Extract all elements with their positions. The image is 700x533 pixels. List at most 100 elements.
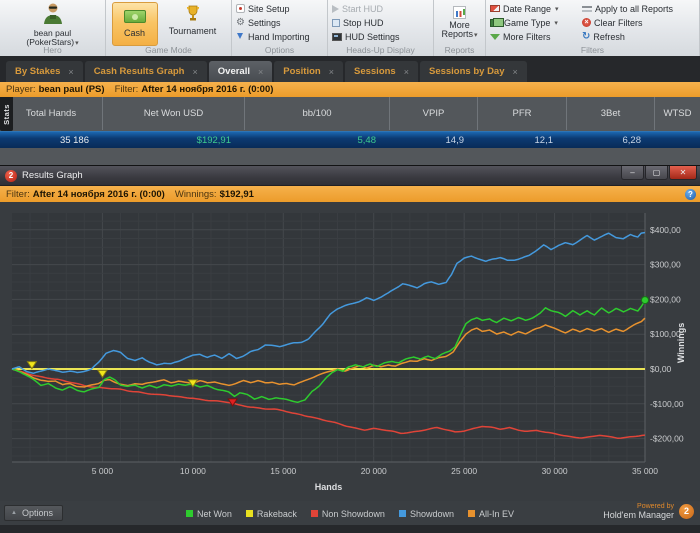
y-tick-label: -$100,00 <box>650 399 684 409</box>
stop-icon <box>332 19 340 27</box>
x-axis-title: Hands <box>315 482 343 492</box>
close-icon[interactable]: × <box>193 67 198 77</box>
column-header-pfr[interactable]: PFR <box>478 97 567 130</box>
start-hud-button[interactable]: Start HUD <box>330 2 431 15</box>
column-header-total-hands[interactable]: Total Hands <box>0 97 103 130</box>
legend-label: Rakeback <box>257 509 297 519</box>
winnings-label: Winnings: <box>175 189 217 200</box>
site-setup-button[interactable]: Site Setup <box>234 2 325 15</box>
hud-settings-button[interactable]: HUD Settings <box>330 30 431 43</box>
ribbon-group-reports: More Reports▾ Reports <box>434 0 486 56</box>
date-range-button[interactable]: Date Range▾ <box>488 2 576 15</box>
close-icon[interactable]: × <box>258 67 263 77</box>
legend-swatch <box>468 510 475 517</box>
legend-item-showdown: Showdown <box>399 509 454 519</box>
game-type-button[interactable]: Game Type▾ <box>488 16 576 29</box>
group-label-reports: Reports <box>434 45 485 55</box>
total-hands-value: 35 186 <box>0 132 103 148</box>
ribbon-group-hud: Start HUD Stop HUD HUD Settings Heads-Up… <box>328 0 434 56</box>
cash-button[interactable]: Cash <box>112 2 158 46</box>
column-header-3bet[interactable]: 3Bet <box>567 97 655 130</box>
plot-area <box>12 213 645 462</box>
more-filters-button[interactable]: More Filters <box>488 30 576 43</box>
hud-screen-icon <box>332 33 342 41</box>
tab-by-stakes[interactable]: By Stakes× <box>6 61 83 82</box>
report-tab-bar: By Stakes× Cash Results Graph× Overall× … <box>0 56 700 82</box>
stats-side-tab[interactable]: Stats <box>0 97 13 131</box>
minimize-button[interactable]: – <box>621 166 644 180</box>
tab-cash-results-graph[interactable]: Cash Results Graph× <box>85 61 207 82</box>
legend-label: Non Showdown <box>322 509 385 519</box>
chevron-down-icon: ▾ <box>554 19 558 27</box>
clear-filters-button[interactable]: ×Clear Filters <box>580 16 694 29</box>
x-tick-label: 15 000 <box>270 466 296 476</box>
tab-position[interactable]: Position× <box>274 61 343 82</box>
powered-by-block: Powered by Hold'em Manager 2 <box>603 502 694 520</box>
column-header-net-won[interactable]: Net Won USD <box>103 97 245 130</box>
hand-importing-button[interactable]: Hand Importing <box>234 30 325 43</box>
winnings-value: $192,91 <box>220 189 254 200</box>
results-graph-window: 2 Results Graph – ▢ ✕ Filter: After 14 н… <box>0 165 700 533</box>
close-button[interactable]: ✕ <box>669 166 697 180</box>
stats-value-row[interactable]: 35 186 $192,91 5,48 14,9 12,1 6,28 <box>0 131 700 148</box>
ribbon-group-game-mode: Cash Tournament Game Mode <box>106 0 232 56</box>
options-button[interactable]: ▲ Options <box>4 505 63 521</box>
legend-item-rakeback: Rakeback <box>246 509 297 519</box>
graph-filter-bar: Filter: After 14 ноября 2016 г. (0:00) W… <box>0 186 700 202</box>
x-tick-label: 20 000 <box>361 466 387 476</box>
player-label: Player: <box>6 84 36 95</box>
close-icon[interactable]: × <box>68 67 73 77</box>
reports-chart-icon <box>453 6 466 19</box>
game-type-icon <box>490 19 501 27</box>
3bet-value: 6,28 <box>567 132 655 148</box>
net-won-value: $192,91 <box>103 132 245 148</box>
column-header-bb100[interactable]: bb/100 <box>245 97 390 130</box>
stats-panel: Total Hands Net Won USD bb/100 VPIP PFR … <box>0 97 700 165</box>
tab-sessions-by-day[interactable]: Sessions by Day× <box>420 61 527 82</box>
hm2-badge-icon: 2 <box>679 504 694 519</box>
group-label-filters: Filters <box>486 45 699 55</box>
filter-value: After 14 ноября 2016 г. (0:00) <box>141 84 273 95</box>
hero-selector[interactable]: bean paul (PokerStars)▾ <box>0 2 105 46</box>
close-icon[interactable]: × <box>404 67 409 77</box>
group-label-game-mode: Game Mode <box>106 45 231 55</box>
x-tick-label: 35 000 <box>632 466 658 476</box>
y-tick-label: $200,00 <box>650 294 681 304</box>
settings-button[interactable]: ⚙Settings <box>234 16 325 29</box>
bb100-value: 5,48 <box>245 132 390 148</box>
trophy-icon <box>185 5 201 24</box>
ribbon-group-hero: bean paul (PokerStars)▾ Hero <box>0 0 106 56</box>
help-icon[interactable]: ? <box>685 189 696 200</box>
hero-avatar-icon <box>41 2 65 29</box>
site-setup-icon <box>236 4 245 13</box>
apply-icon <box>582 5 592 13</box>
chart-legend: Net WonRakebackNon ShowdownShowdownAll-I… <box>0 501 700 526</box>
tournament-button[interactable]: Tournament <box>160 2 226 46</box>
tab-sessions[interactable]: Sessions× <box>345 61 418 82</box>
x-tick-label: 30 000 <box>542 466 568 476</box>
group-label-hud: Heads-Up Display <box>328 45 433 55</box>
legend-swatch <box>399 510 406 517</box>
graph-filter-label: Filter: <box>6 189 30 200</box>
tab-overall[interactable]: Overall× <box>209 61 272 82</box>
column-header-wtsd[interactable]: WTSD <box>655 97 700 130</box>
refresh-button[interactable]: ↻Refresh <box>580 30 694 43</box>
y-tick-label: $400,00 <box>650 225 681 235</box>
stop-hud-button[interactable]: Stop HUD <box>330 16 431 29</box>
play-icon <box>332 5 339 13</box>
chart-end-marker <box>642 297 649 304</box>
apply-all-reports-button[interactable]: Apply to all Reports <box>580 2 694 15</box>
close-icon[interactable]: × <box>513 67 518 77</box>
vpip-value: 14,9 <box>390 132 478 148</box>
chevron-down-icon: ▾ <box>555 5 559 13</box>
maximize-button[interactable]: ▢ <box>645 166 668 180</box>
column-header-vpip[interactable]: VPIP <box>390 97 478 130</box>
import-arrow-icon <box>236 32 245 41</box>
y-tick-label: $0,00 <box>650 364 672 374</box>
more-reports-button[interactable]: More Reports▾ <box>434 2 485 44</box>
close-icon[interactable]: × <box>329 67 334 77</box>
hm2-window-icon: 2 <box>5 170 17 182</box>
x-tick-label: 10 000 <box>180 466 206 476</box>
group-label-options: Options <box>232 45 327 55</box>
window-title-bar[interactable]: 2 Results Graph – ▢ ✕ <box>0 166 700 186</box>
